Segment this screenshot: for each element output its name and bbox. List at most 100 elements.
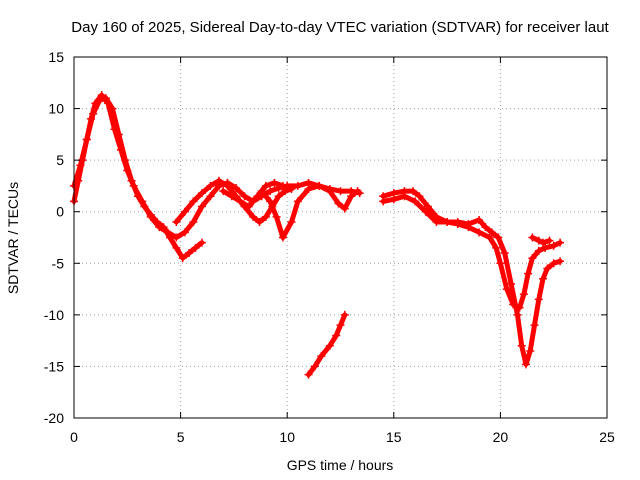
- data-point: [172, 218, 181, 227]
- data-point: [513, 310, 522, 319]
- data-point: [325, 187, 334, 196]
- data-point: [515, 303, 524, 312]
- data-point: [526, 346, 535, 355]
- data-point: [227, 192, 236, 201]
- data-point: [206, 192, 215, 201]
- data-point: [261, 181, 270, 190]
- x-tick-label: 5: [177, 429, 185, 445]
- y-tick-label: 10: [48, 101, 64, 117]
- series-trace: [380, 188, 563, 367]
- data-point: [185, 248, 194, 257]
- data-point: [541, 243, 550, 252]
- data-point: [293, 181, 302, 190]
- data-point: [172, 243, 181, 252]
- data-point: [556, 257, 565, 266]
- data-point: [197, 202, 206, 211]
- series-arc-late2: [379, 192, 565, 312]
- series-arc-late: [379, 187, 565, 369]
- data-point: [485, 233, 494, 242]
- data-point: [219, 187, 228, 196]
- data-point: [507, 279, 516, 288]
- data-point: [244, 202, 253, 211]
- data-point: [133, 192, 142, 201]
- data-point: [293, 197, 302, 206]
- chart-title: Day 160 of 2025, Sidereal Day-to-day VTE…: [71, 19, 609, 36]
- data-point: [191, 243, 200, 252]
- data-point: [528, 233, 537, 242]
- data-point: [287, 218, 296, 227]
- data-point: [379, 197, 388, 206]
- x-tick-label: 15: [386, 429, 402, 445]
- data-point: [214, 176, 223, 185]
- data-point: [261, 212, 270, 221]
- data-point: [249, 212, 258, 221]
- data-point: [545, 236, 554, 245]
- data-point: [266, 187, 275, 196]
- data-point: [232, 183, 241, 192]
- data-point: [140, 202, 149, 211]
- data-point: [336, 187, 345, 196]
- data-point: [127, 176, 136, 185]
- data-point: [304, 370, 313, 379]
- data-point: [336, 321, 345, 330]
- data-point: [315, 181, 324, 190]
- y-tick-label: -15: [44, 358, 64, 374]
- data-point: [453, 220, 462, 229]
- data-point: [108, 104, 117, 113]
- series-arc-second: [70, 94, 206, 263]
- series-arc-short: [219, 178, 296, 211]
- x-axis-label: GPS time / hours: [287, 457, 394, 473]
- data-point: [197, 238, 206, 247]
- series-arc-hook: [528, 233, 554, 247]
- data-point: [272, 212, 281, 221]
- data-point: [310, 362, 319, 371]
- data-point: [415, 192, 424, 201]
- x-tick-label: 10: [279, 429, 295, 445]
- x-tick-label: 20: [493, 429, 509, 445]
- data-point: [534, 295, 543, 304]
- data-point: [411, 197, 420, 206]
- data-point: [89, 109, 98, 118]
- data-series: [70, 91, 565, 379]
- series-arc-isolated: [304, 310, 349, 379]
- data-point: [521, 360, 530, 369]
- y-tick-label: -5: [52, 255, 65, 271]
- x-tick-label: 0: [70, 429, 78, 445]
- data-point: [340, 310, 349, 319]
- data-point: [197, 189, 206, 198]
- data-point: [240, 192, 249, 201]
- data-point: [509, 300, 518, 309]
- y-tick-label: -20: [44, 410, 64, 426]
- data-point: [255, 218, 264, 227]
- data-point: [421, 207, 430, 216]
- data-point: [317, 352, 326, 361]
- data-point: [274, 192, 283, 201]
- data-point: [153, 218, 162, 227]
- data-point: [543, 264, 552, 273]
- x-axis-ticks: 0 5 10 15 20 25: [70, 57, 615, 445]
- data-point: [539, 274, 548, 283]
- data-point: [534, 236, 543, 245]
- data-point: [223, 181, 232, 190]
- data-point: [464, 223, 473, 232]
- data-point: [114, 130, 123, 139]
- data-point: [347, 192, 356, 201]
- data-point: [165, 233, 174, 242]
- data-point: [266, 197, 275, 206]
- series-trace: [529, 235, 552, 246]
- data-point: [519, 290, 528, 299]
- data-point: [287, 183, 296, 192]
- data-point: [325, 341, 334, 350]
- data-point: [82, 135, 91, 144]
- data-point: [494, 233, 503, 242]
- data-point: [549, 241, 558, 250]
- y-axis-ticks: -20 -15 -10 -5 0 5 10 15: [44, 49, 607, 426]
- data-point: [556, 238, 565, 247]
- data-point: [549, 259, 558, 268]
- data-point: [121, 156, 130, 165]
- data-point: [539, 238, 548, 247]
- data-point: [278, 233, 287, 242]
- data-point: [76, 161, 85, 170]
- data-point: [534, 246, 543, 255]
